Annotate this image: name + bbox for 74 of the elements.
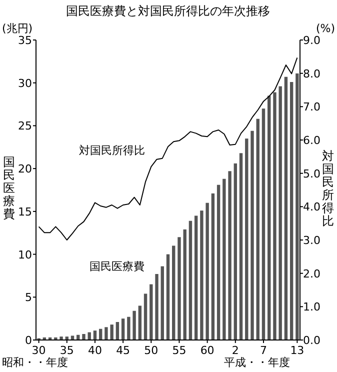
x-tick-label: 60	[200, 344, 214, 357]
y2-tick-label: 1.0	[303, 300, 320, 314]
bar	[82, 334, 86, 340]
bar	[206, 202, 209, 340]
line-series	[38, 57, 298, 240]
bar	[183, 229, 186, 340]
y2-tick-label: 4.0	[303, 200, 320, 214]
bar	[172, 246, 176, 340]
bar	[268, 96, 271, 340]
bar	[160, 266, 164, 340]
y-tick-label: 15	[18, 205, 32, 218]
bar	[256, 118, 260, 340]
y2-tick-label: 5.0	[303, 167, 320, 180]
x-tick-label: 13	[290, 344, 304, 357]
bar	[250, 130, 254, 340]
bar	[116, 322, 120, 340]
x-tick-label: 35	[60, 344, 74, 357]
bar	[188, 220, 192, 340]
y-tick-label: 20	[18, 162, 32, 176]
bar	[155, 274, 158, 340]
y-tick-label: 25	[18, 120, 32, 133]
bar	[200, 210, 204, 340]
x-tick-label: 7	[260, 344, 267, 357]
series-label: 国民医療費	[90, 260, 144, 273]
bar	[222, 178, 226, 340]
bar	[228, 171, 232, 340]
bar	[194, 216, 198, 340]
bar	[121, 318, 125, 340]
bar	[104, 327, 108, 340]
bar	[245, 138, 248, 340]
y2-axis-title: 対国民所得比	[322, 149, 334, 228]
bar	[284, 76, 288, 340]
x-tick-label: 45	[116, 344, 130, 357]
y2-tick-label: 9.0	[303, 34, 320, 47]
x-tick-label: 40	[88, 344, 102, 357]
y2-tick-label: 8.0	[303, 67, 320, 80]
x-tick-label: 2	[232, 344, 239, 357]
chart-title: 国民医療費と対国民所得比の年次推移	[66, 4, 270, 18]
bar	[273, 92, 276, 340]
bar	[127, 316, 130, 340]
y2-tick-label: 2.0	[303, 267, 320, 280]
bar	[211, 193, 215, 340]
y-tick-label: 10	[18, 248, 32, 262]
y-tick-label: 5	[25, 291, 32, 304]
y-tick-label: 30	[18, 76, 32, 90]
bar	[262, 108, 266, 340]
y2-tick-label: 6.0	[303, 134, 320, 147]
x-tick-label: 50	[144, 344, 158, 357]
bar	[178, 237, 181, 340]
y2-tick-label: 0.0	[303, 334, 320, 347]
bar	[138, 306, 142, 340]
text: 昭和・・年度	[2, 356, 68, 369]
bar	[278, 86, 282, 340]
bar	[216, 184, 220, 340]
bar	[234, 163, 238, 340]
bar	[110, 324, 114, 340]
bar	[290, 82, 294, 340]
text: (兆円)	[2, 22, 33, 35]
bar	[60, 336, 63, 340]
y-tick-label: 35	[18, 34, 32, 47]
bar	[150, 284, 153, 340]
bar	[144, 294, 148, 340]
series-label: 対国民所得比	[79, 144, 145, 157]
text: (%)	[316, 22, 335, 35]
y-axis-title: 国民医療費	[3, 155, 15, 221]
bar	[166, 254, 170, 340]
text: 平成・・年度	[224, 356, 290, 369]
bar	[296, 73, 299, 340]
y2-tick-label: 7.0	[303, 100, 320, 114]
y2-tick-label: 3.0	[303, 234, 320, 247]
bar	[239, 153, 243, 340]
x-tick-label: 55	[172, 344, 186, 357]
y-tick-label: 0	[25, 334, 32, 347]
bar	[132, 310, 136, 340]
